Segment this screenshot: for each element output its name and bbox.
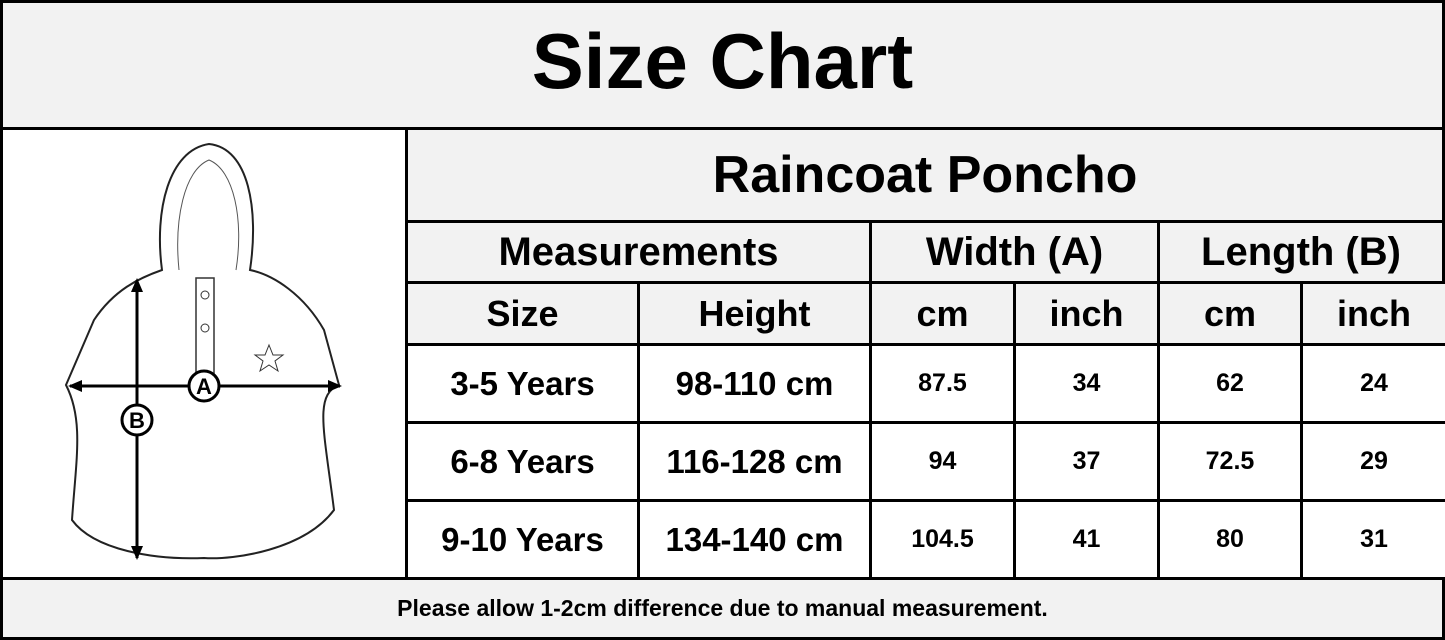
table-cell: 31 bbox=[1300, 499, 1445, 580]
table-cell: 80 bbox=[1157, 499, 1303, 580]
header-length: Length (B) bbox=[1157, 220, 1445, 284]
table-cell: 116-128 cm bbox=[637, 421, 872, 502]
product-name: Raincoat Poncho bbox=[405, 127, 1445, 223]
table-cell: 62 bbox=[1157, 343, 1303, 424]
table-cell: 29 bbox=[1300, 421, 1445, 502]
subheader-cell: cm bbox=[1157, 281, 1303, 346]
subheader-cell: inch bbox=[1013, 281, 1160, 346]
poncho-drawing: A B bbox=[64, 142, 342, 560]
subheader-cell: inch bbox=[1300, 281, 1445, 346]
poncho-illustration: A B bbox=[0, 127, 408, 580]
subheader-cell: Height bbox=[637, 281, 872, 346]
header-measurements: Measurements bbox=[405, 220, 872, 284]
table-cell: 72.5 bbox=[1157, 421, 1303, 502]
table-cell: 87.5 bbox=[869, 343, 1016, 424]
subheader-cell: cm bbox=[869, 281, 1016, 346]
label-b: B bbox=[129, 408, 145, 433]
page-title: Size Chart bbox=[0, 0, 1445, 130]
table-cell: 134-140 cm bbox=[637, 499, 872, 580]
table-cell: 3-5 Years bbox=[405, 343, 640, 424]
table-cell: 41 bbox=[1013, 499, 1160, 580]
footer-note: Please allow 1-2cm difference due to man… bbox=[0, 577, 1445, 640]
table-cell: 104.5 bbox=[869, 499, 1016, 580]
subheader-cell: Size bbox=[405, 281, 640, 346]
label-a: A bbox=[196, 374, 212, 399]
table-cell: 94 bbox=[869, 421, 1016, 502]
table-cell: 98-110 cm bbox=[637, 343, 872, 424]
starfish-icon bbox=[253, 343, 285, 372]
table-cell: 6-8 Years bbox=[405, 421, 640, 502]
table-cell: 9-10 Years bbox=[405, 499, 640, 580]
table-cell: 37 bbox=[1013, 421, 1160, 502]
table-cell: 24 bbox=[1300, 343, 1445, 424]
table-cell: 34 bbox=[1013, 343, 1160, 424]
header-width: Width (A) bbox=[869, 220, 1160, 284]
